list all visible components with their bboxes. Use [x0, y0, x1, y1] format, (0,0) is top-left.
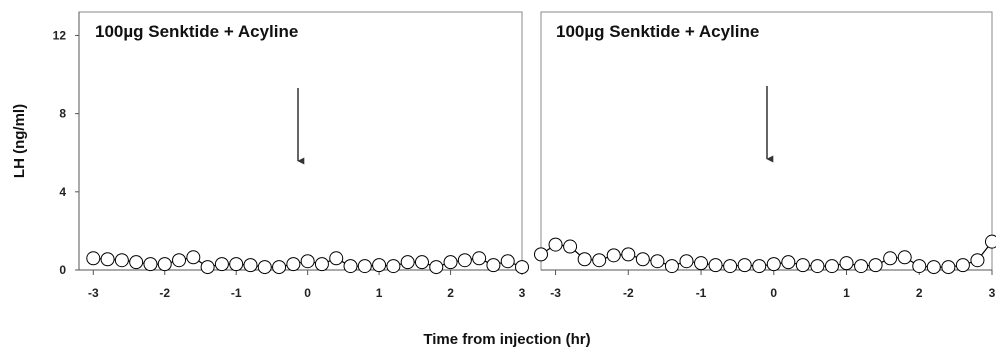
- x-axis-label: Time from injection (hr): [423, 331, 590, 348]
- data-point: [86, 251, 101, 266]
- data-point: [300, 254, 315, 269]
- plot-frame: [78, 11, 523, 271]
- data-point: [200, 260, 215, 275]
- data-point: [970, 253, 985, 268]
- data-point: [143, 257, 158, 272]
- data-point: [157, 257, 172, 272]
- data-point: [129, 255, 144, 270]
- y-ticks: 0 4 8 12: [53, 28, 79, 277]
- x-tick-label: 1: [843, 286, 850, 300]
- data-point: [186, 250, 201, 265]
- x-tick-label: -1: [231, 286, 242, 300]
- data-point: [635, 252, 650, 267]
- data-point: [314, 257, 329, 272]
- data-point: [926, 260, 941, 275]
- data-point: [515, 260, 529, 275]
- data-point: [985, 234, 996, 249]
- data-point: [472, 251, 487, 266]
- y-tick-label: 4: [59, 185, 66, 199]
- data-point: [343, 259, 358, 274]
- data-point: [606, 248, 621, 263]
- data-point: [708, 258, 723, 273]
- x-tick-label: -3: [88, 286, 99, 300]
- data-point: [286, 257, 301, 272]
- x-tick-label: -2: [159, 286, 170, 300]
- data-point: [592, 253, 607, 268]
- x-tick-label: 1: [376, 286, 383, 300]
- x-tick-label: 2: [916, 286, 923, 300]
- data-point: [679, 254, 694, 269]
- x-tick-label: 2: [447, 286, 454, 300]
- panel-title: 100µg Senktide + Acyline: [556, 22, 759, 41]
- data-point: [621, 247, 636, 262]
- data-point: [563, 239, 578, 254]
- data-point: [229, 257, 244, 272]
- data-series: [534, 234, 996, 275]
- data-point: [650, 254, 665, 269]
- data-point: [400, 255, 415, 270]
- data-point: [214, 257, 229, 272]
- data-point: [723, 259, 738, 274]
- data-point: [172, 253, 187, 268]
- data-point: [664, 259, 679, 274]
- data-point: [372, 258, 387, 273]
- x-tick-label: 0: [304, 286, 311, 300]
- x-tick-label: 0: [770, 286, 777, 300]
- x-tick-label: 3: [989, 286, 996, 300]
- panel-title: 100µg Senktide + Acyline: [95, 22, 298, 41]
- data-point: [429, 260, 444, 275]
- data-point: [243, 258, 258, 273]
- data-point: [414, 255, 429, 270]
- x-tick-label: 3: [519, 286, 526, 300]
- data-point: [272, 260, 287, 275]
- data-point: [386, 259, 401, 274]
- data-point: [897, 250, 912, 265]
- data-point: [955, 258, 970, 273]
- data-series: [86, 250, 529, 275]
- data-point: [868, 258, 883, 273]
- data-point: [486, 258, 501, 273]
- y-tick-label: 12: [53, 28, 67, 42]
- y-axis-label: LH (ng/ml): [11, 104, 28, 178]
- data-point: [257, 260, 272, 275]
- data-point: [534, 247, 548, 262]
- data-point: [912, 259, 927, 274]
- data-point: [941, 260, 956, 275]
- data-point: [810, 259, 825, 274]
- data-point: [357, 259, 372, 274]
- data-point: [824, 259, 839, 274]
- data-point: [100, 252, 115, 267]
- x-ticks: -3 -2 -1 0 1 2 3: [550, 270, 996, 300]
- data-point: [883, 251, 898, 266]
- data-point: [854, 259, 869, 274]
- y-tick-label: 8: [59, 107, 66, 121]
- data-point: [457, 253, 472, 268]
- data-point: [752, 259, 767, 274]
- chart-panel-2: 100µg Senktide + Acyline -3 -2 -1 0 1 2 3: [534, 11, 996, 300]
- data-point: [795, 258, 810, 273]
- data-point: [548, 237, 563, 252]
- x-tick-label: -1: [696, 286, 707, 300]
- x-tick-label: -2: [623, 286, 634, 300]
- data-point: [781, 255, 796, 270]
- data-point: [329, 251, 344, 266]
- data-point: [443, 255, 458, 270]
- data-point: [577, 252, 592, 267]
- data-point: [114, 253, 129, 268]
- data-point: [839, 256, 854, 271]
- data-point: [694, 256, 709, 271]
- data-point: [737, 258, 752, 273]
- data-point: [766, 257, 781, 272]
- x-tick-label: -3: [550, 286, 561, 300]
- x-ticks: -3 -2 -1 0 1 2 3: [88, 270, 526, 300]
- data-point: [500, 254, 515, 269]
- y-tick-label: 0: [59, 263, 66, 277]
